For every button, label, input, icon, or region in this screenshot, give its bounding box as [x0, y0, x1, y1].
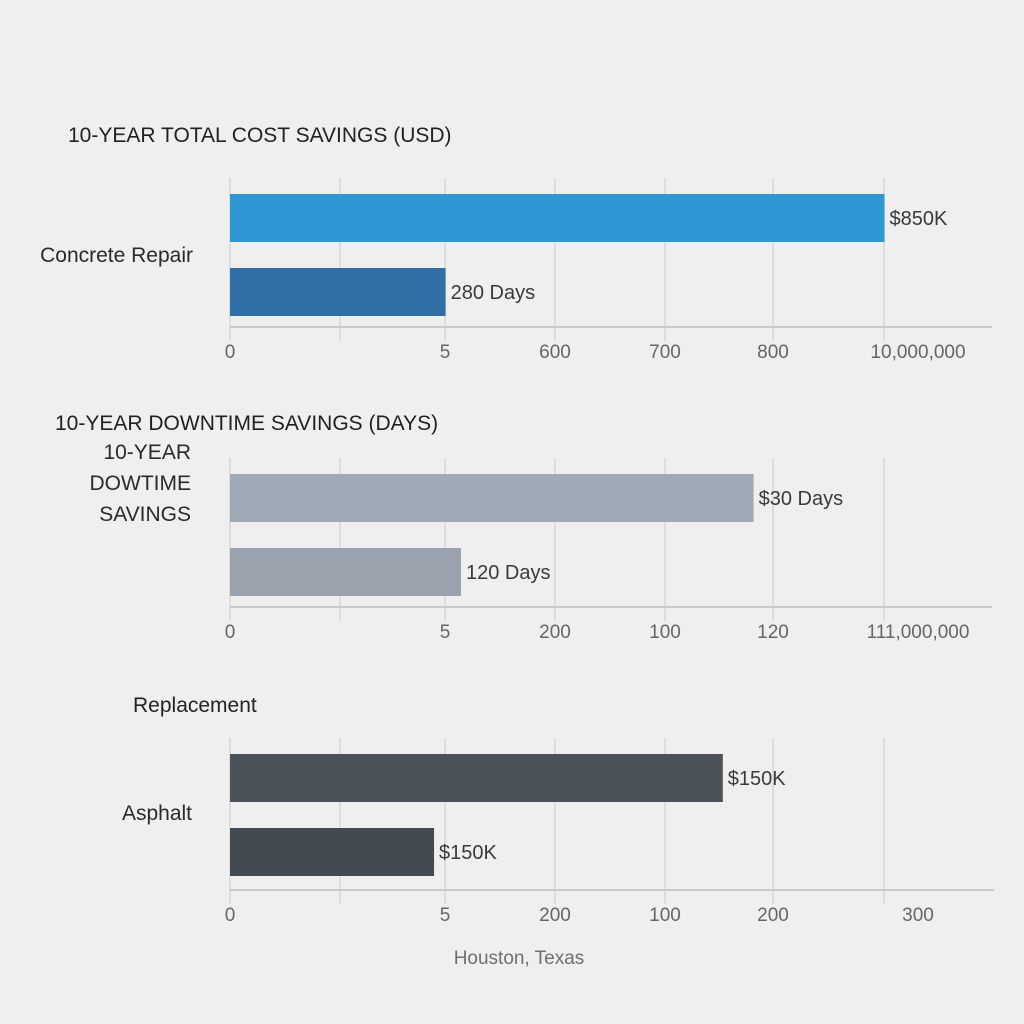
panel-1-bar-2 [230, 268, 446, 316]
panel-1-tick-label-3: 600 [539, 342, 571, 363]
panel-2-tick-label-4: 100 [649, 622, 681, 643]
panel-2-tick-label-3: 200 [539, 622, 571, 643]
panel-3-tick-label-2: 5 [440, 905, 451, 926]
panel-3-category-label-line-1: Asphalt [122, 802, 192, 825]
panel-1-tick-label-4: 700 [649, 342, 681, 363]
panel-2-bar-1-label: $30 Days [759, 488, 844, 510]
panel-3-bar-2 [230, 828, 435, 876]
panel-3-tick-label-3: 200 [539, 905, 571, 926]
panel-2-bar-2-label: 120 Days [466, 562, 551, 584]
panel-1-tick-label-6: 10,000,000 [870, 342, 965, 363]
panel-3-title: Replacement [133, 694, 257, 717]
panel-1-bar-1 [230, 194, 885, 242]
panel-1-bar-1-label: $850K [890, 208, 948, 230]
panel-3-bar-2-label: $150K [439, 842, 497, 864]
panel-2-tick-label-2: 5 [440, 622, 451, 643]
panel-2-bar-1 [230, 474, 754, 522]
panel-1-tick-label-1: 0 [225, 342, 236, 363]
panel-3-bar-1-label: $150K [728, 768, 786, 790]
footer-location: Houston, Texas [454, 948, 585, 969]
panel-2-tick-label-1: 0 [225, 622, 236, 643]
panel-2-tick-label-5: 120 [757, 622, 789, 643]
panel-1-title: 10-YEAR TOTAL COST SAVINGS (USD) [68, 124, 452, 147]
panel-3-tick-label-4: 100 [649, 905, 681, 926]
panel-2-category-label-line-3: SAVINGS [99, 503, 191, 526]
panel-2-tick-label-6: 111,000,000 [867, 622, 970, 643]
panel-2-category-label-line-1: 10-YEAR [103, 441, 191, 464]
panel-2-title: 10-YEAR DOWNTIME SAVINGS (DAYS) [55, 412, 438, 435]
panel-1-tick-label-2: 5 [440, 342, 451, 363]
panel-1-bar-2-label: 280 Days [451, 282, 535, 304]
panel-1-category-label-line-1: Concrete Repair [40, 244, 193, 267]
panel-3-tick-label-6: 300 [902, 905, 934, 926]
panel-3-tick-label-1: 0 [225, 905, 236, 926]
panel-1-tick-label-5: 800 [757, 342, 789, 363]
panel-3-tick-label-5: 200 [757, 905, 789, 926]
panel-3-bar-1 [230, 754, 723, 802]
panel-2-category-label-line-2: DOWTIME [90, 472, 191, 495]
panel-2-bar-2 [230, 548, 461, 596]
